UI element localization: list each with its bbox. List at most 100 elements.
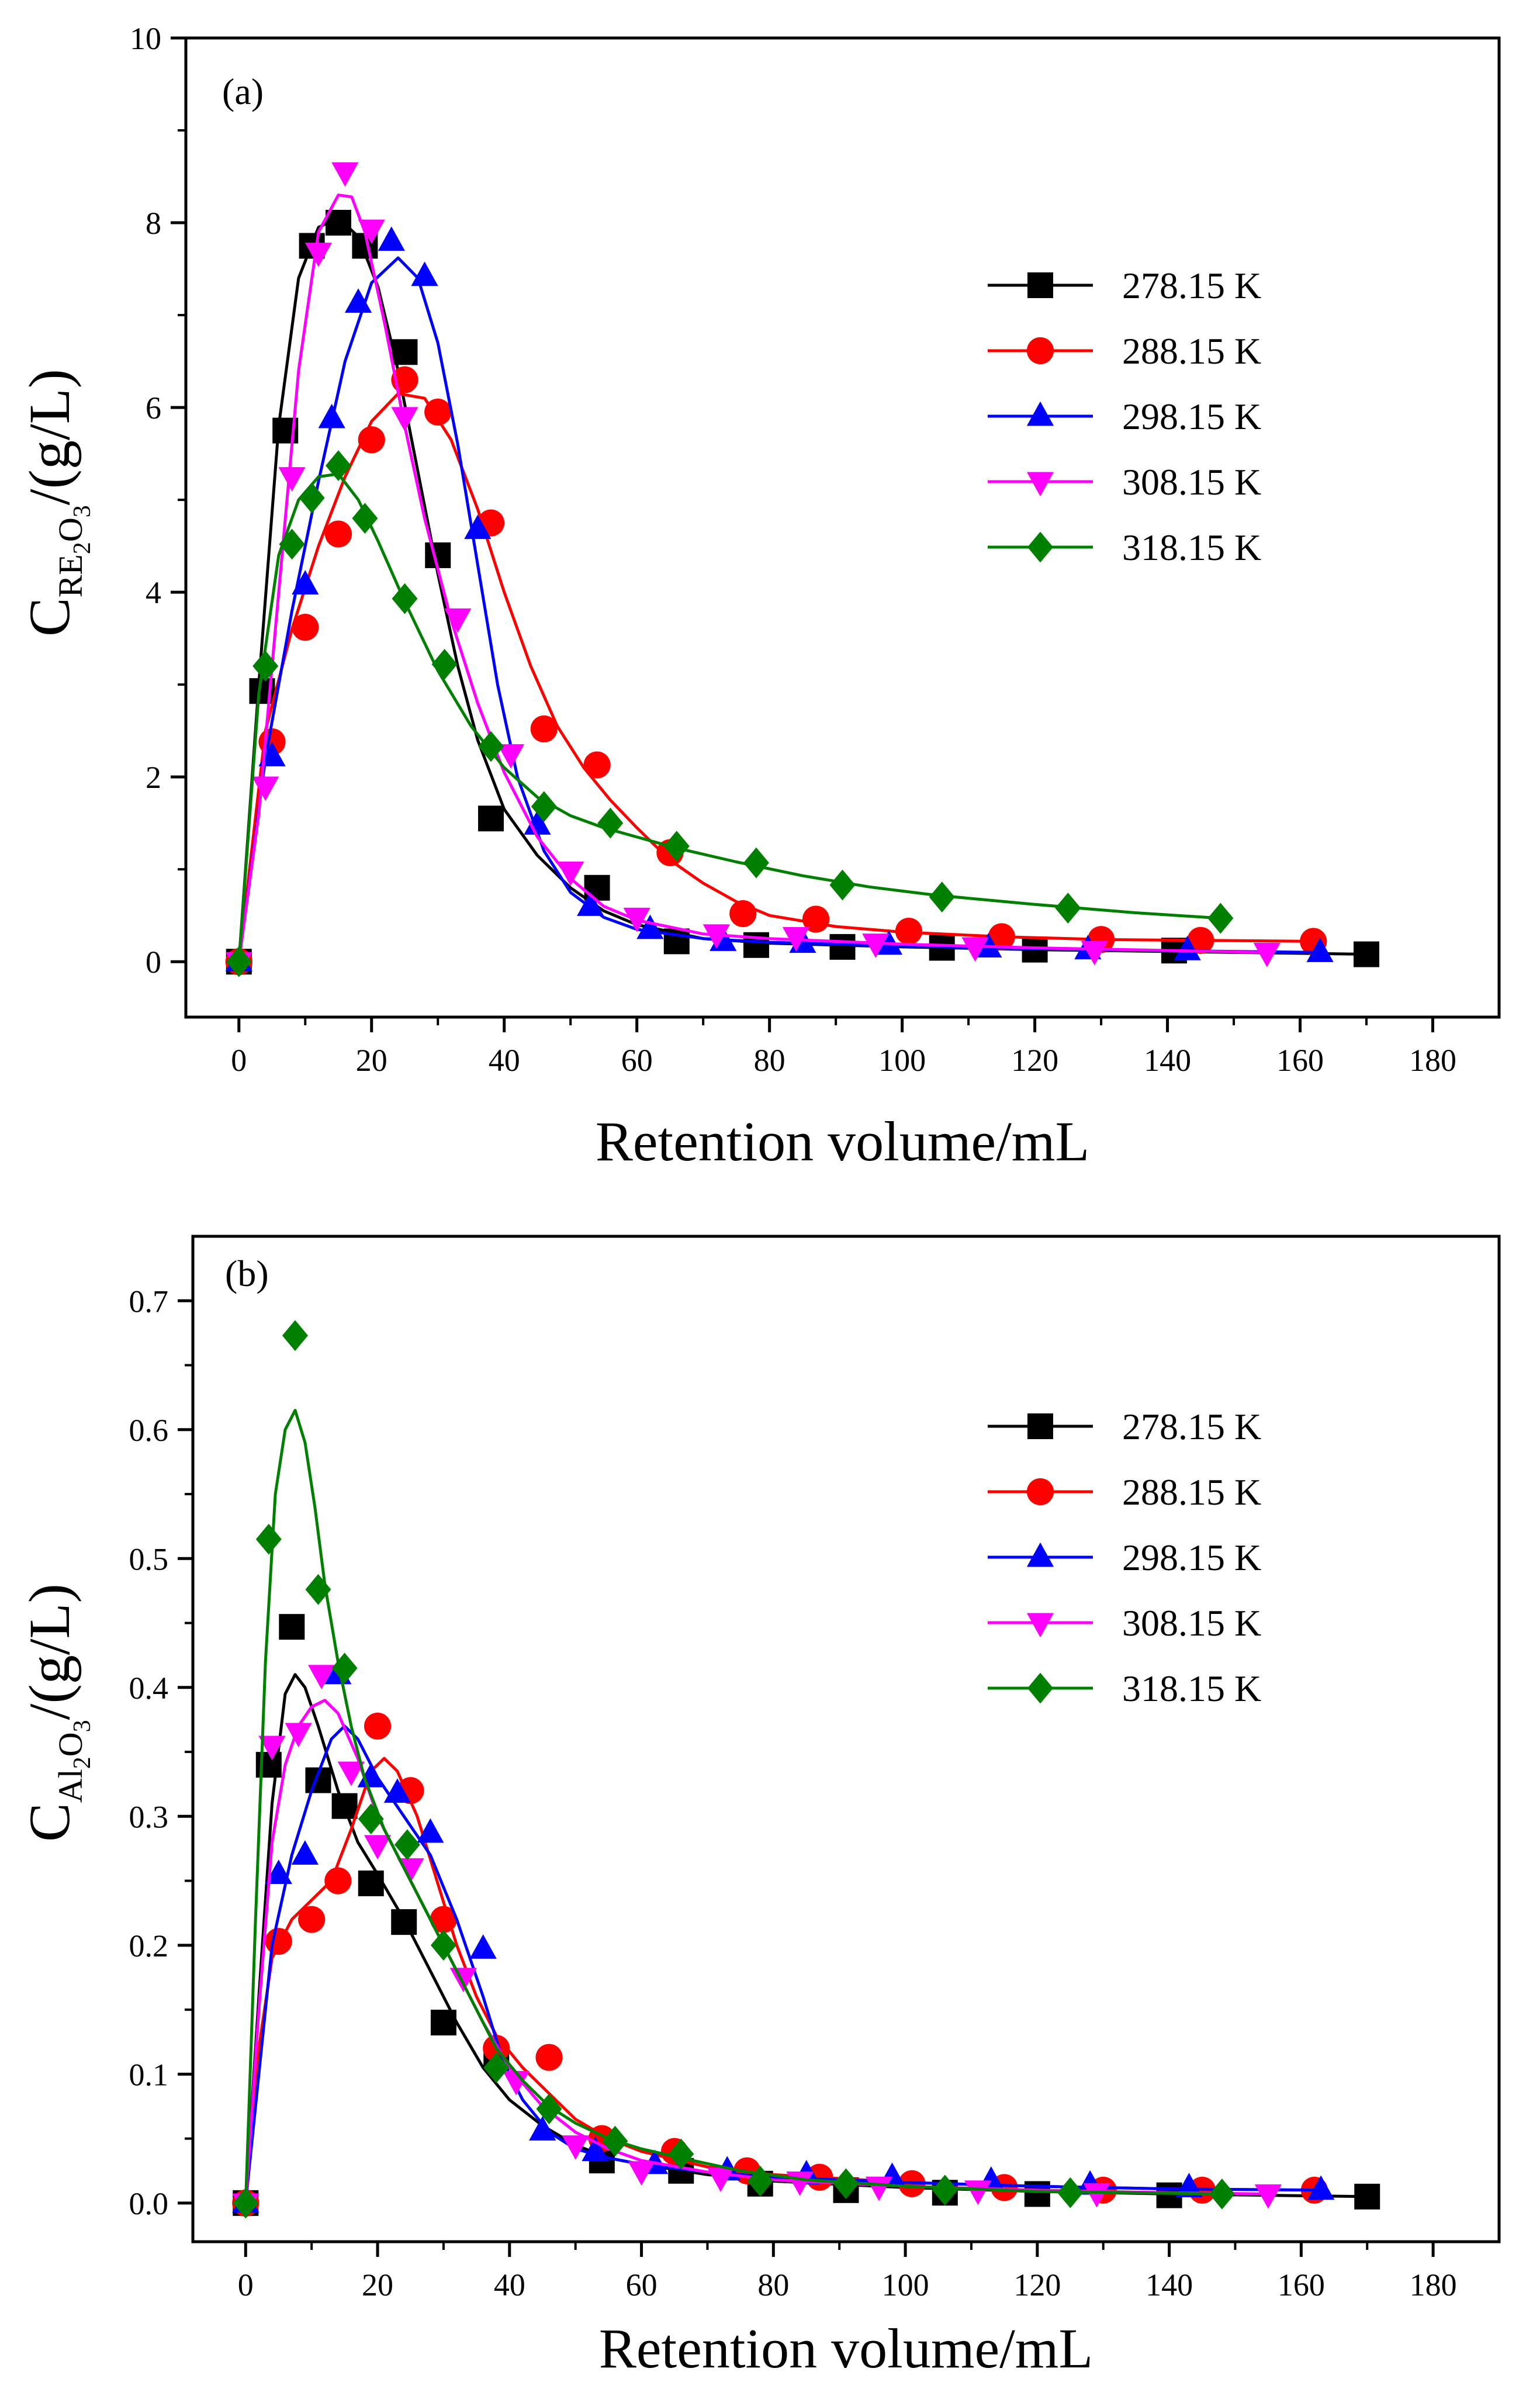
legend-marker <box>1026 1478 1054 1506</box>
y-axis-title: CAl2O3/(g/L) <box>17 1584 96 1842</box>
data-point <box>663 831 690 862</box>
plot-frame <box>191 1235 1501 2243</box>
x-tick-label: 160 <box>1278 2267 1325 2303</box>
data-point <box>557 861 584 886</box>
data-point <box>1253 942 1281 967</box>
y-tick-label: 4 <box>146 575 161 610</box>
data-point <box>358 1803 384 1835</box>
y-axis-title-part: C <box>17 597 82 637</box>
legend-marker <box>1026 337 1054 365</box>
data-point <box>291 1840 319 1865</box>
y-axis-title-part: O <box>51 517 89 542</box>
y-tick-label: 0.7 <box>129 1284 169 1319</box>
data-point <box>417 1818 444 1843</box>
data-point <box>964 2180 992 2205</box>
data-point <box>1081 941 1108 966</box>
data-point <box>397 1858 424 1883</box>
y-axis-title-part: Al <box>51 1769 89 1803</box>
data-point <box>478 731 504 762</box>
data-point <box>358 219 385 244</box>
data-point <box>292 614 319 641</box>
data-point <box>252 776 279 801</box>
data-point <box>829 869 856 901</box>
legend-label: 288.15 K <box>1122 1471 1261 1513</box>
x-tick-label: 40 <box>494 2267 525 2303</box>
legend-label: 288.15 K <box>1122 330 1261 372</box>
y-tick-label: 0 <box>146 945 161 980</box>
x-tick-label: 60 <box>626 2267 657 2303</box>
data-point <box>802 905 830 933</box>
x-tick-label: 80 <box>754 1043 785 1078</box>
x-tick-label: 160 <box>1276 1043 1324 1078</box>
data-point <box>298 1906 326 1933</box>
data-point <box>747 2165 773 2197</box>
data-point <box>304 243 333 267</box>
data-point <box>318 403 345 428</box>
x-tick-label: 40 <box>489 1043 520 1078</box>
data-point <box>279 1614 305 1640</box>
data-point <box>503 2070 530 2096</box>
data-point <box>255 1523 282 1555</box>
y-tick-label: 0.4 <box>129 1671 169 1706</box>
data-point <box>895 917 923 945</box>
data-point <box>391 407 418 432</box>
data-point <box>431 648 458 680</box>
data-point <box>278 467 306 492</box>
data-point <box>464 514 492 540</box>
data-point <box>305 1574 331 1605</box>
legend-label: 318.15 K <box>1122 1668 1261 1709</box>
data-point <box>326 210 352 236</box>
legend-label: 308.15 K <box>1122 461 1261 503</box>
plot-frame <box>184 36 1501 1019</box>
legend-marker <box>1026 1542 1054 1567</box>
legend-label: 278.15 K <box>1122 1406 1261 1447</box>
data-point <box>324 520 352 548</box>
data-point <box>331 1652 358 1684</box>
data-point <box>233 2187 259 2219</box>
data-point <box>383 1778 411 1803</box>
x-tick-label: 120 <box>1013 2267 1061 2303</box>
data-point <box>530 715 558 743</box>
series-line <box>237 472 1221 962</box>
data-point <box>1354 941 1380 967</box>
series-31815: 318.15 K <box>233 1320 1261 2219</box>
data-point <box>394 1829 420 1861</box>
data-point <box>337 1761 365 1786</box>
legend-marker <box>1027 1672 1053 1704</box>
y-axis-title-part: 2 <box>69 1757 96 1769</box>
data-point <box>282 1320 308 1351</box>
series-line <box>237 256 1320 962</box>
legend-marker <box>1026 401 1054 426</box>
data-point <box>1055 893 1081 924</box>
y-axis-title-part: 2 <box>69 542 96 554</box>
data-point <box>1083 2183 1110 2208</box>
data-point <box>279 528 305 560</box>
series-30815: 308.15 K <box>225 162 1281 977</box>
x-tick-label: 180 <box>1409 1043 1456 1078</box>
series-line <box>244 1409 1222 2203</box>
data-point <box>344 288 372 313</box>
data-point <box>1306 938 1334 962</box>
data-point <box>707 2167 735 2193</box>
x-tick-label: 100 <box>878 1043 926 1078</box>
legend-label: 278.15 K <box>1122 265 1261 306</box>
data-point <box>258 1735 286 1761</box>
data-point <box>424 398 452 426</box>
data-point <box>378 226 405 251</box>
y-axis-title: CRE2O3/(g/L) <box>17 369 96 637</box>
data-point <box>364 1835 392 1860</box>
data-point <box>1175 2173 1203 2197</box>
data-point <box>583 751 611 779</box>
y-axis-title-part: /(g/L) <box>17 1584 82 1720</box>
panel-label: (b) <box>225 1253 269 1294</box>
data-point <box>623 907 650 932</box>
y-axis-title-part: 3 <box>69 505 96 517</box>
data-point <box>562 2135 589 2160</box>
data-point <box>1254 2184 1282 2209</box>
y-tick-label: 2 <box>146 760 161 795</box>
data-point <box>265 1859 292 1885</box>
data-point <box>308 1665 335 1690</box>
legend-marker <box>1026 1613 1054 1638</box>
y-tick-label: 6 <box>146 390 161 426</box>
